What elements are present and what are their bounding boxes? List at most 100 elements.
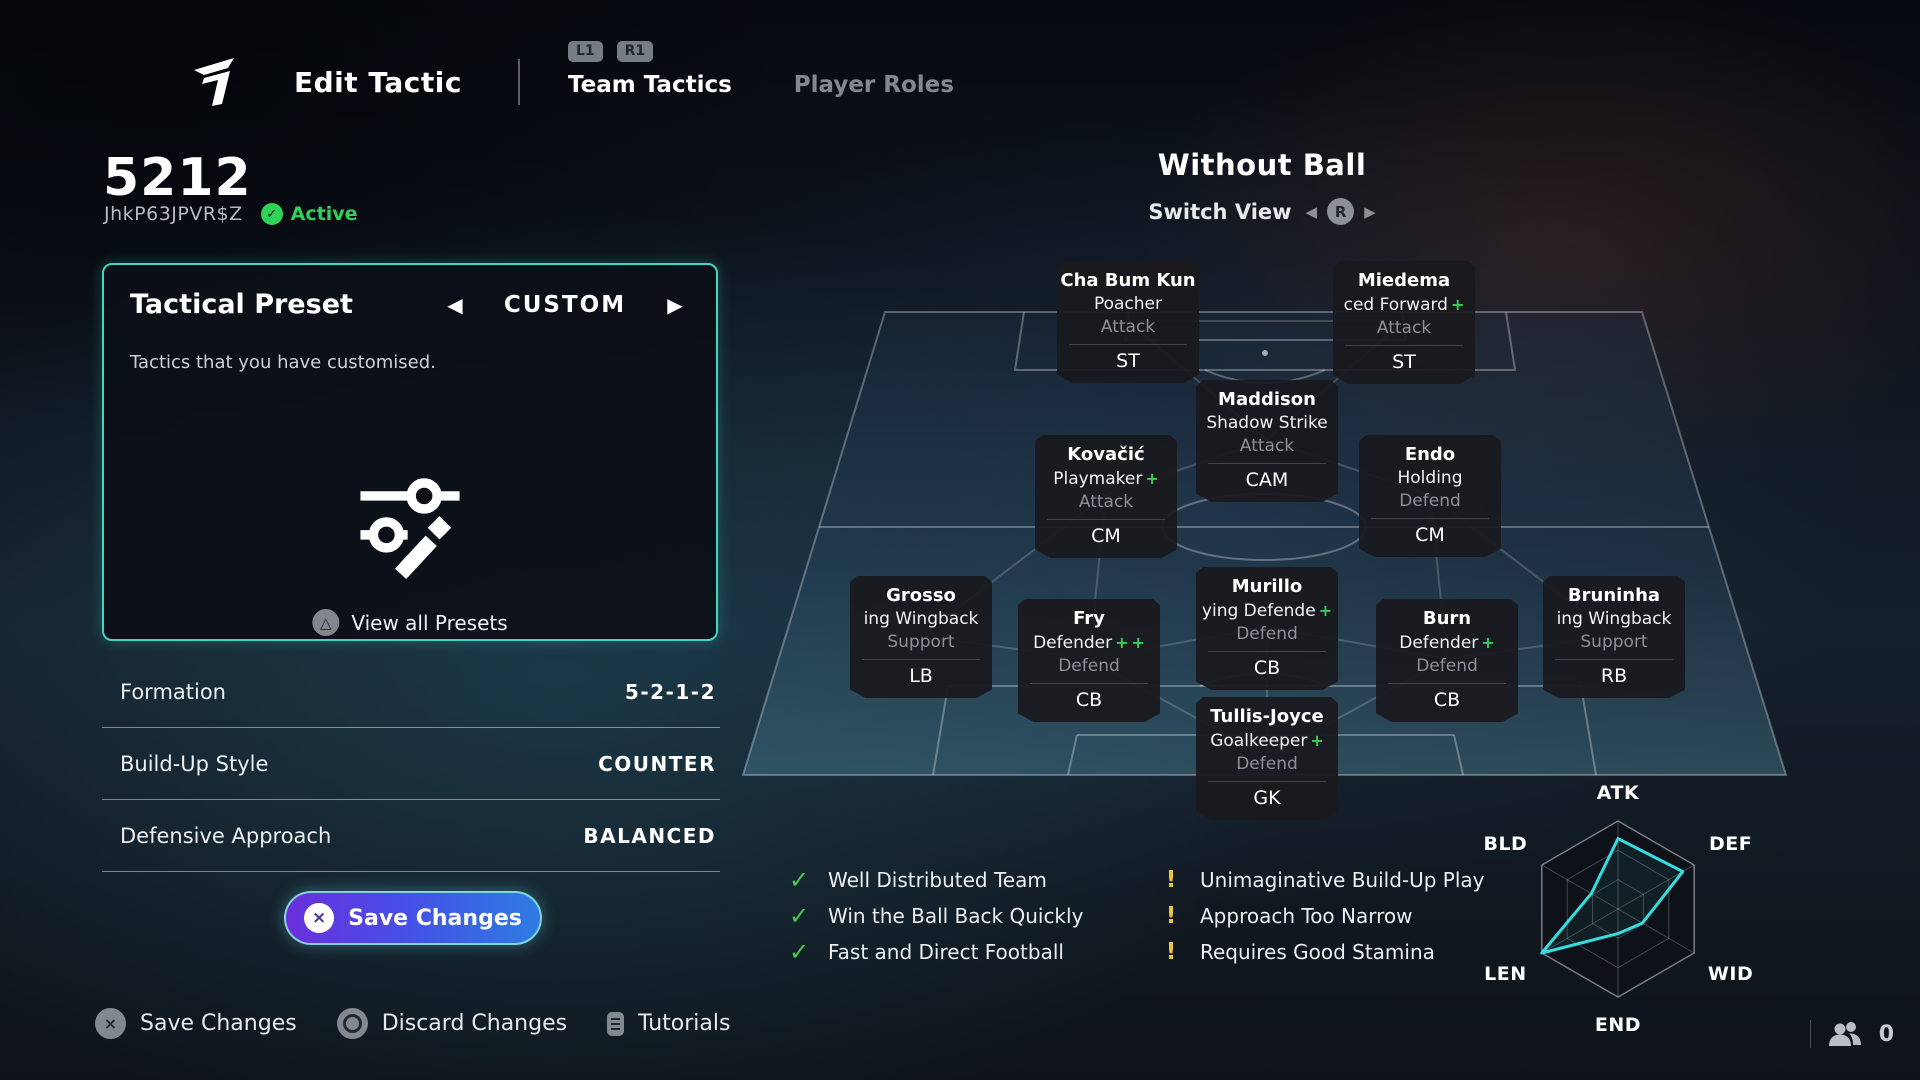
feedback-item: ✓ Win the Ball Back Quickly bbox=[786, 901, 1083, 930]
player-card-grosso[interactable]: Grosso ing Wingback Support LB bbox=[850, 576, 992, 698]
setting-label: Defensive Approach bbox=[120, 823, 332, 848]
player-card-cha-bum-kun[interactable]: Cha Bum Kun Poacher Attack ST bbox=[1057, 261, 1199, 383]
player-card-bruninha[interactable]: Bruninha ing Wingback Support RB bbox=[1543, 576, 1685, 698]
role-upgrade-plus-icon: + bbox=[1115, 633, 1129, 652]
setting-row-formation[interactable]: Formation 5-2-1-2 bbox=[102, 656, 720, 728]
active-check-icon: ✓ bbox=[260, 203, 283, 225]
role-upgrade-plus-icon: + bbox=[1318, 601, 1333, 620]
player-card-burn[interactable]: Burn Defender + Defend CB bbox=[1376, 599, 1518, 722]
r1-shoulder-badge: R1 bbox=[616, 40, 654, 62]
preset-description: Tactics that you have customised. bbox=[130, 352, 436, 373]
custom-tactics-sliders-icon bbox=[360, 478, 460, 580]
tactic-share-code: JhkP63JPVR$Z bbox=[104, 203, 243, 225]
app-header: Edit Tactic L1 R1 Team Tactics Player Ro… bbox=[190, 40, 954, 108]
tab-team-tactics[interactable]: Team Tactics bbox=[567, 71, 732, 98]
player-card-fry[interactable]: Fry Defender + + Defend CB bbox=[1018, 599, 1160, 722]
player-focus: Attack bbox=[1078, 492, 1134, 512]
preset-next-arrow[interactable]: ▶ bbox=[667, 292, 683, 317]
setting-row-build-up-style[interactable]: Build-Up Style COUNTER bbox=[102, 728, 720, 800]
cross-button-icon: × bbox=[304, 903, 335, 933]
player-card-miedema[interactable]: Miedema ced Forward + Attack ST bbox=[1333, 261, 1475, 384]
role-upgrade-plus-icon: + bbox=[1450, 295, 1465, 314]
feedback-warnings: ! Unimaginative Build-Up Play ! Approach … bbox=[1158, 866, 1485, 965]
player-card-murillo[interactable]: Murillo ying Defende + Defend CB bbox=[1196, 567, 1338, 690]
player-name: Fry bbox=[1073, 608, 1105, 629]
feedback-item: ! Requires Good Stamina bbox=[1158, 938, 1485, 965]
role-upgrade-plus-icon: + bbox=[1131, 633, 1145, 652]
warning-icon: ! bbox=[1165, 902, 1177, 929]
switch-right-arrow[interactable]: ▶ bbox=[1364, 202, 1376, 221]
footer-divider bbox=[1809, 1020, 1811, 1048]
role-upgrade-plus-icon: + bbox=[1481, 633, 1495, 652]
card-divider bbox=[1371, 518, 1489, 519]
setting-value: 5-2-1-2 bbox=[624, 679, 716, 704]
card-divider bbox=[1555, 659, 1673, 660]
player-position: LB bbox=[909, 665, 933, 687]
feedback-item: ✓ Fast and Direct Football bbox=[786, 937, 1083, 966]
footer-tutorials[interactable]: Tutorials bbox=[607, 1011, 730, 1036]
card-divider bbox=[1208, 781, 1326, 782]
card-divider bbox=[1345, 345, 1463, 346]
setting-row-defensive-approach[interactable]: Defensive Approach BALANCED bbox=[102, 800, 720, 872]
card-divider bbox=[1030, 683, 1148, 684]
tactic-settings: Formation 5-2-1-2 Build-Up Style COUNTER D… bbox=[102, 656, 720, 872]
player-focus: Attack bbox=[1100, 317, 1156, 337]
player-focus: Attack bbox=[1239, 436, 1295, 456]
save-changes-button[interactable]: × Save Changes bbox=[284, 891, 542, 945]
check-icon: ✓ bbox=[788, 937, 810, 966]
player-role: Defender + + bbox=[1033, 633, 1145, 653]
switch-left-arrow[interactable]: ◀ bbox=[1305, 202, 1318, 221]
player-focus: Support bbox=[887, 632, 955, 652]
player-card-kova-i-[interactable]: Kovačić Playmaker + Attack CM bbox=[1035, 435, 1177, 558]
switch-view-control[interactable]: Switch View ◀ R ▶ bbox=[1148, 198, 1376, 225]
player-card-maddison[interactable]: Maddison Shadow Strike Attack CAM bbox=[1196, 380, 1338, 502]
footer-save-changes[interactable]: × Save Changes bbox=[95, 1008, 297, 1039]
player-name: Bruninha bbox=[1567, 585, 1661, 606]
player-card-endo[interactable]: Endo Holding Defend CM bbox=[1359, 435, 1501, 557]
player-role: ced Forward + bbox=[1343, 295, 1465, 315]
setting-value: COUNTER bbox=[598, 751, 716, 776]
player-role: Goalkeeper + bbox=[1210, 731, 1324, 751]
player-position: CM bbox=[1091, 525, 1121, 547]
player-position: CB bbox=[1253, 657, 1281, 679]
radar-axis-label-bld: BLD bbox=[1483, 833, 1528, 855]
player-position: CAM bbox=[1245, 469, 1289, 491]
preset-value: CUSTOM bbox=[503, 291, 627, 318]
radar-axis-label-end: END bbox=[1594, 1014, 1642, 1036]
status-badge: ✓ Active bbox=[260, 203, 358, 225]
player-position: CM bbox=[1415, 524, 1445, 546]
card-divider bbox=[1388, 683, 1506, 684]
cross-button-icon: × bbox=[95, 1008, 126, 1039]
page-title: Edit Tactic bbox=[294, 65, 462, 99]
warning-icon: ! bbox=[1165, 938, 1177, 965]
view-all-presets[interactable]: △ View all Presets bbox=[312, 609, 508, 636]
header-divider bbox=[517, 59, 520, 105]
card-divider bbox=[1047, 519, 1165, 520]
player-name: Burn bbox=[1422, 608, 1472, 629]
tab-player-roles[interactable]: Player Roles bbox=[793, 71, 954, 98]
radar-axis-label-atk: ATK bbox=[1596, 782, 1640, 804]
feedback-item: ✓ Well Distributed Team bbox=[786, 866, 1083, 894]
player-focus: Defend bbox=[1236, 624, 1298, 644]
card-divider bbox=[1208, 651, 1326, 652]
footer-discard-changes[interactable]: Discard Changes bbox=[336, 1008, 567, 1039]
check-icon: ✓ bbox=[788, 901, 810, 930]
player-role: Holding bbox=[1397, 468, 1463, 488]
radar-axis-label-def: DEF bbox=[1708, 833, 1753, 855]
player-position: CB bbox=[1433, 689, 1461, 711]
tactical-preset-card: Tactical Preset ◀ CUSTOM ▶ Tactics that … bbox=[102, 263, 718, 641]
setting-value: BALANCED bbox=[583, 823, 716, 848]
role-upgrade-plus-icon: + bbox=[1310, 731, 1324, 750]
friends-count: 0 bbox=[1878, 1021, 1894, 1047]
friends-icon[interactable] bbox=[1827, 1021, 1863, 1047]
player-name: Tullis-Joyce bbox=[1210, 706, 1324, 727]
player-focus: Attack bbox=[1376, 318, 1432, 338]
player-card-tullis-joyce[interactable]: Tullis-Joyce Goalkeeper + Defend GK bbox=[1196, 697, 1338, 820]
footer-right: 0 bbox=[1809, 1020, 1894, 1048]
preset-prev-arrow[interactable]: ◀ bbox=[447, 292, 463, 317]
player-role: Shadow Strike bbox=[1206, 413, 1328, 433]
feedback-item: ! Unimaginative Build-Up Play bbox=[1158, 866, 1485, 893]
player-role: Poacher bbox=[1093, 294, 1163, 314]
l1-shoulder-badge: L1 bbox=[567, 40, 603, 62]
player-name: Grosso bbox=[886, 585, 956, 606]
